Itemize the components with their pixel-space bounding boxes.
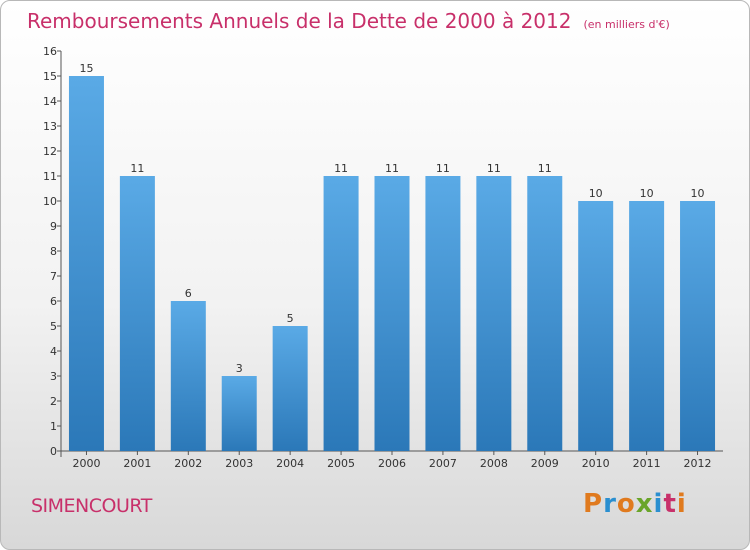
bar-value-label: 10: [640, 187, 654, 200]
y-tick-label: 16: [43, 45, 57, 58]
chart-title: Remboursements Annuels de la Dette de 20…: [27, 9, 670, 33]
bar[interactable]: [629, 201, 665, 451]
y-tick-label: 12: [43, 145, 57, 158]
y-tick-label: 9: [50, 220, 57, 233]
bar-value-label: 6: [185, 287, 192, 300]
bar-value-label: 10: [691, 187, 705, 200]
bar[interactable]: [476, 176, 512, 451]
x-tick-label: 2003: [225, 457, 253, 470]
bar-value-label: 11: [130, 162, 144, 175]
chart-unit: (en milliers d'€): [583, 18, 670, 31]
bar[interactable]: [374, 176, 410, 451]
bar-value-label: 11: [385, 162, 399, 175]
logo-letter: o: [616, 489, 636, 519]
x-tick-label: 2007: [429, 457, 457, 470]
bar-value-label: 11: [436, 162, 450, 175]
y-tick-label: 5: [50, 320, 57, 333]
logo-letter: r: [603, 489, 617, 519]
y-tick-label: 0: [50, 445, 57, 458]
x-tick-label: 2008: [480, 457, 508, 470]
x-tick-label: 2011: [633, 457, 661, 470]
y-tick-label: 11: [43, 170, 57, 183]
bar-value-label: 11: [538, 162, 552, 175]
bar[interactable]: [323, 176, 359, 451]
chart-title-text: Remboursements Annuels de la Dette de 20…: [27, 9, 572, 33]
y-tick-label: 2: [50, 395, 57, 408]
y-tick-label: 13: [43, 120, 57, 133]
logo-letter: i: [653, 489, 664, 519]
bar-value-label: 3: [236, 362, 243, 375]
y-tick-label: 1: [50, 420, 57, 433]
y-tick-label: 15: [43, 70, 57, 83]
bar-value-label: 15: [79, 62, 93, 75]
x-tick-label: 2010: [582, 457, 610, 470]
y-tick-label: 3: [50, 370, 57, 383]
logo-letter: i: [676, 489, 687, 519]
y-tick-label: 4: [50, 345, 57, 358]
bar[interactable]: [170, 301, 206, 451]
logo-letter: P: [583, 489, 604, 519]
x-tick-label: 2012: [684, 457, 712, 470]
bar[interactable]: [272, 326, 308, 451]
logo-letter: t: [663, 489, 677, 519]
bar-value-label: 11: [487, 162, 501, 175]
y-tick-label: 6: [50, 295, 57, 308]
bar[interactable]: [578, 201, 614, 451]
y-tick-label: 7: [50, 270, 57, 283]
y-tick-label: 10: [43, 195, 57, 208]
bar[interactable]: [68, 76, 104, 451]
bar-value-label: 11: [334, 162, 348, 175]
bar[interactable]: [527, 176, 563, 451]
x-tick-label: 2005: [327, 457, 355, 470]
bar-value-label: 5: [287, 312, 294, 325]
bar-value-label: 10: [589, 187, 603, 200]
bar[interactable]: [680, 201, 716, 451]
bar[interactable]: [119, 176, 155, 451]
x-tick-label: 2004: [276, 457, 304, 470]
y-tick-label: 8: [50, 245, 57, 258]
bars: 15 11 6 3 5 11 11 11 11 11 10 10 10: [68, 62, 716, 451]
x-tick-label: 2001: [123, 457, 151, 470]
x-tick-label: 2000: [72, 457, 100, 470]
bar[interactable]: [425, 176, 461, 451]
x-tick-label: 2002: [174, 457, 202, 470]
commune-name: SIMENCOURT: [31, 495, 152, 517]
bar[interactable]: [221, 376, 257, 451]
logo-letter: x: [635, 489, 654, 519]
x-tick-label: 2006: [378, 457, 406, 470]
x-tick-label: 2009: [531, 457, 559, 470]
y-tick-label: 14: [43, 95, 57, 108]
proxiti-logo[interactable]: Proxiti: [583, 489, 687, 519]
